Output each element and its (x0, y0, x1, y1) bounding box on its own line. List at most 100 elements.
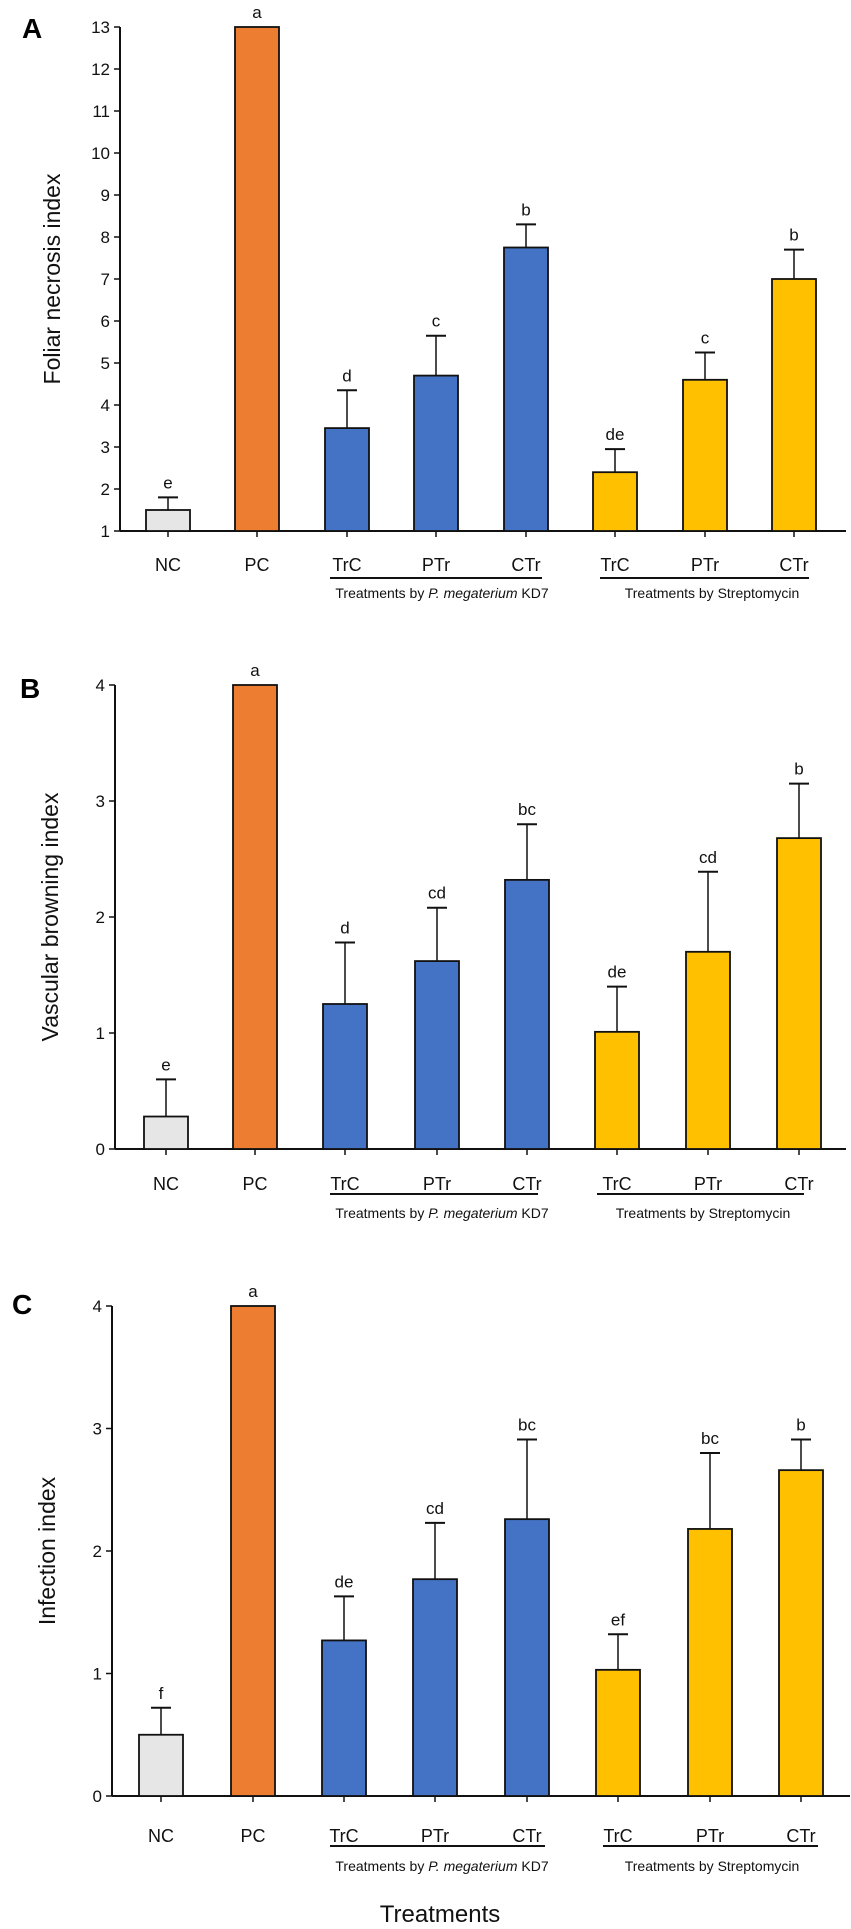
x-tick-label: PTr (422, 555, 450, 575)
y-tick-label: 2 (93, 1542, 102, 1561)
significance-letter: d (342, 366, 351, 385)
x-tick-label: TrC (330, 1174, 359, 1194)
significance-letter: bc (518, 800, 536, 819)
x-tick-label: NC (155, 555, 181, 575)
group-label-streptomycin: Treatments by Streptomycin (625, 585, 800, 601)
bar-ptr (413, 374, 459, 532)
group-label-streptomycin: Treatments by Streptomycin (616, 1205, 791, 1221)
y-tick-label: 4 (101, 396, 110, 415)
x-tick-label: CTr (511, 555, 540, 575)
significance-letter: b (796, 1416, 805, 1435)
group-label-kd7: Treatments by P. megaterium KD7 (335, 1858, 548, 1874)
x-tick-label: NC (148, 1826, 174, 1846)
x-tick-label: PTr (694, 1174, 722, 1194)
y-tick-label: 0 (93, 1787, 102, 1806)
x-tick-label: PTr (696, 1826, 724, 1846)
group-label-kd7: Treatments by P. megaterium KD7 (335, 1205, 548, 1221)
significance-letter: e (161, 1055, 170, 1074)
significance-letter: b (521, 200, 530, 219)
bar-nc (138, 1733, 184, 1797)
panel-label: B (20, 673, 40, 704)
x-tick-label: PTr (691, 555, 719, 575)
group-label-species: P. megaterium (428, 585, 518, 601)
bar-pc (234, 26, 280, 532)
bar-ptr (682, 378, 728, 532)
group-label-kd7: Treatments by P. megaterium KD7 (335, 585, 548, 601)
x-tick-label: TrC (332, 555, 361, 575)
significance-letter: cd (428, 884, 446, 903)
significance-letter: bc (701, 1429, 719, 1448)
panel-c: C Infection index 0 1 2 3 4 f NC a PC de TrC cd PTr bc C… (12, 1282, 850, 1928)
bar-trc (592, 471, 638, 532)
y-tick-label: 4 (96, 676, 105, 695)
y-tick-label: 13 (91, 18, 110, 37)
significance-letter: c (432, 312, 441, 331)
significance-letter: a (252, 3, 262, 22)
bar-trc (594, 1030, 640, 1150)
bar-ctr (778, 1469, 824, 1797)
bar-trc (324, 427, 370, 532)
significance-letter: de (335, 1572, 354, 1591)
y-tick-label: 10 (91, 144, 110, 163)
y-tick-label: 0 (96, 1140, 105, 1159)
bar-ctr (776, 837, 822, 1150)
y-axis-title: Vascular browning index (37, 792, 63, 1041)
bar-trc (322, 1003, 368, 1150)
x-tick-label: CTr (784, 1174, 813, 1194)
x-tick-label: CTr (786, 1826, 815, 1846)
y-tick-label: 1 (96, 1024, 105, 1043)
significance-letter: ef (611, 1610, 625, 1629)
x-tick-label: PC (244, 555, 269, 575)
x-tick-label: PTr (421, 1826, 449, 1846)
x-tick-label: TrC (329, 1826, 358, 1846)
significance-letter: de (606, 425, 625, 444)
significance-letter: bc (518, 1416, 536, 1435)
y-axis-title: Infection index (34, 1476, 60, 1625)
bar-ctr (503, 246, 549, 532)
y-tick-label: 7 (101, 270, 110, 289)
x-tick-label: TrC (600, 555, 629, 575)
y-tick-label: 1 (101, 522, 110, 541)
group-label-species: P. megaterium (428, 1858, 518, 1874)
bar-ptr (687, 1528, 733, 1797)
y-tick-label: 3 (93, 1420, 102, 1439)
bar-nc (145, 509, 191, 532)
group-label-prefix: Treatments by (335, 1205, 428, 1221)
significance-letter: cd (699, 848, 717, 867)
y-tick-label: 12 (91, 60, 110, 79)
group-label-suffix: KD7 (517, 585, 548, 601)
bar-nc (143, 1115, 189, 1150)
bar-ctr (771, 278, 817, 532)
group-label-species: P. megaterium (428, 1205, 518, 1221)
x-axis-title: Treatments (380, 1901, 500, 1928)
y-tick-label: 3 (96, 792, 105, 811)
x-tick-label: TrC (602, 1174, 631, 1194)
group-label-prefix: Treatments by (335, 585, 428, 601)
x-tick-label: PC (242, 1174, 267, 1194)
significance-letter: b (794, 760, 803, 779)
y-tick-label: 9 (101, 186, 110, 205)
significance-letter: c (701, 329, 710, 348)
y-tick-label: 5 (101, 354, 110, 373)
x-tick-label: CTr (779, 555, 808, 575)
x-tick-label: CTr (512, 1826, 541, 1846)
group-label-prefix: Treatments by (335, 1858, 428, 1874)
y-tick-label: 11 (92, 102, 110, 121)
y-tick-label: 1 (93, 1665, 102, 1684)
significance-letter: e (163, 473, 172, 492)
y-tick-label: 6 (101, 312, 110, 331)
group-label-suffix: KD7 (517, 1858, 548, 1874)
y-tick-label: 4 (93, 1297, 102, 1316)
bar-pc (230, 1305, 276, 1797)
y-tick-label: 2 (96, 908, 105, 927)
panel-b: B Vascular browning index 0 1 2 3 4 e NC a PC d TrC c… (20, 661, 846, 1221)
significance-letter: cd (426, 1499, 444, 1518)
significance-letter: de (608, 963, 627, 982)
significance-letter: a (248, 1282, 258, 1301)
group-label-suffix: KD7 (517, 1205, 548, 1221)
significance-letter: b (789, 226, 798, 245)
panel-label: C (12, 1289, 32, 1320)
x-tick-label: PTr (423, 1174, 451, 1194)
